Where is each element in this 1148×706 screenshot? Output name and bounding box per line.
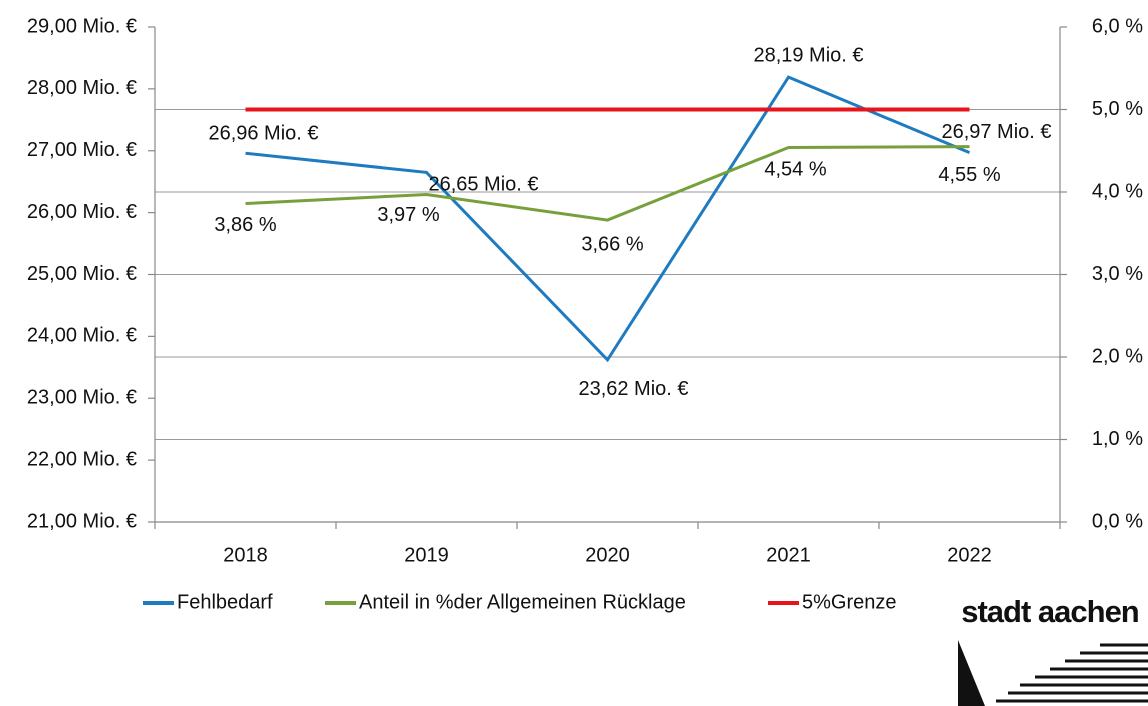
y-tick-label: 25,00 Mio. € — [27, 263, 137, 285]
logo-stripes — [996, 643, 1148, 703]
series-line — [245, 75, 971, 363]
data-label: 4,54 % — [764, 159, 826, 181]
data-label: 3,66 % — [581, 233, 643, 255]
data-label: 26,65 Mio. € — [428, 174, 538, 196]
logo-shape — [958, 640, 985, 706]
logo: stadt aachen — [958, 594, 1148, 706]
y2-tick-label: 6,0 % — [1092, 15, 1143, 37]
legend-label: Fehlbedarf — [177, 591, 273, 613]
data-label: 3,97 % — [377, 204, 439, 226]
y-tick-label: 22,00 Mio. € — [27, 448, 137, 470]
data-label: 4,55 % — [938, 164, 1000, 186]
y-tick-label: 26,00 Mio. € — [27, 201, 137, 223]
x-tick-label: 2018 — [223, 544, 268, 566]
y-tick-label: 21,00 Mio. € — [27, 510, 137, 532]
y-tick-label: 29,00 Mio. € — [27, 15, 137, 37]
data-label: 3,86 % — [214, 214, 276, 236]
data-label: 23,62 Mio. € — [578, 378, 688, 400]
y2-tick-label: 5,0 % — [1092, 98, 1143, 120]
y2-tick-label: 2,0 % — [1092, 345, 1143, 367]
y-tick-label: 28,00 Mio. € — [27, 77, 137, 99]
data-label: 26,96 Mio. € — [208, 123, 318, 145]
y-tick-label: 23,00 Mio. € — [27, 387, 137, 409]
x-tick-label: 2019 — [404, 544, 449, 566]
x-tick-label: 2021 — [766, 544, 811, 566]
x-tick-label: 2022 — [947, 544, 992, 566]
logo-text: stadt aachen — [961, 594, 1139, 629]
y2-tick-label: 3,0 % — [1092, 263, 1143, 285]
x-tick-label: 2020 — [585, 544, 630, 566]
data-label: 26,97 Mio. € — [941, 121, 1051, 143]
legend-label: 5%Grenze — [802, 591, 897, 613]
legend-label: Anteil in %der Allgemeinen Rücklage — [359, 591, 686, 613]
y2-tick-label: 1,0 % — [1092, 428, 1143, 450]
data-label: 28,19 Mio. € — [753, 44, 863, 66]
series-line — [245, 145, 970, 222]
y2-tick-label: 4,0 % — [1092, 180, 1143, 202]
y2-tick-label: 0,0 % — [1092, 510, 1143, 532]
y-tick-label: 27,00 Mio. € — [27, 139, 137, 161]
y-tick-label: 24,00 Mio. € — [27, 325, 137, 347]
